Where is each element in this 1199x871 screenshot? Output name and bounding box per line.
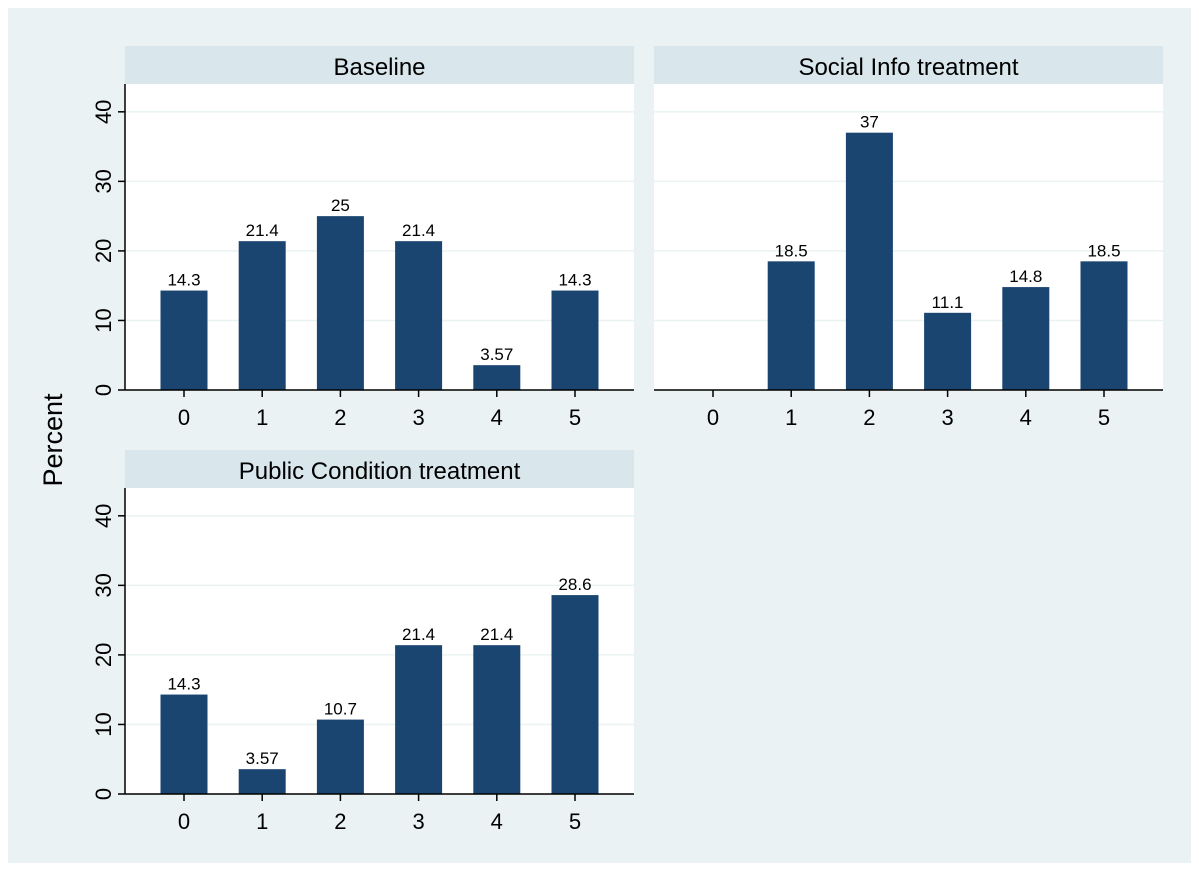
plot-area [125, 488, 634, 794]
x-tick-label: 3 [412, 809, 424, 834]
bar-1 [767, 261, 815, 390]
bar-1 [238, 769, 286, 794]
data-label: 18.5 [775, 241, 808, 260]
x-tick-label: 0 [178, 809, 190, 834]
x-tick-label: 5 [569, 809, 581, 834]
bar-5 [551, 290, 599, 390]
plot-area [654, 84, 1163, 390]
panel-title: Social Info treatment [798, 54, 1018, 81]
bar-2 [316, 216, 364, 390]
x-tick-label: 1 [256, 405, 268, 430]
data-label: 25 [331, 196, 350, 215]
x-tick-label: 3 [941, 405, 953, 430]
data-label: 21.4 [480, 625, 513, 644]
bar-4 [1002, 287, 1050, 390]
panel-2: Social Info treatment 18.5 37 11.1 14.8 18.5 0… [654, 46, 1163, 430]
panel-1: Baseline 14.3 21.4 25 21.4 3.57 14.3 0 1 2 3 4 5 0 10 2… [91, 46, 634, 430]
panel-header [654, 46, 1163, 84]
panel-3: Public Condition treatment14.33.5710.721… [91, 450, 634, 834]
data-label: 28.6 [558, 575, 591, 594]
bar-3 [395, 645, 443, 794]
data-label: 21.4 [402, 625, 435, 644]
y-tick-label: 0 [91, 384, 116, 396]
panel-header [125, 46, 634, 84]
bar-5 [551, 595, 599, 794]
y-tick-label: 10 [91, 712, 116, 736]
data-label: 21.4 [402, 221, 435, 240]
x-tick-label: 1 [256, 809, 268, 834]
x-tick-label: 0 [707, 405, 719, 430]
x-tick-label: 2 [334, 405, 346, 430]
bar-3 [924, 312, 972, 390]
bar-4 [473, 365, 521, 390]
plot-area [125, 84, 634, 390]
x-tick-label: 5 [1098, 405, 1110, 430]
data-label: 14.3 [558, 271, 591, 290]
x-tick-label: 0 [178, 405, 190, 430]
panel-title: Baseline [333, 54, 425, 81]
data-label: 3.57 [246, 749, 279, 768]
y-tick-label: 40 [91, 504, 116, 528]
y-tick-label: 30 [91, 169, 116, 193]
data-label: 21.4 [246, 221, 279, 240]
data-label: 3.57 [480, 345, 513, 364]
y-tick-label: 30 [91, 573, 116, 597]
data-label: 14.8 [1009, 267, 1042, 286]
panel-title: Public Condition treatment [239, 458, 521, 485]
data-label: 11.1 [932, 293, 964, 312]
x-tick-label: 2 [334, 809, 346, 834]
y-tick-label: 20 [91, 239, 116, 263]
x-tick-label: 3 [412, 405, 424, 430]
x-tick-label: 1 [785, 405, 797, 430]
bar-2 [316, 719, 364, 794]
data-label: 37 [860, 113, 879, 132]
y-tick-label: 20 [91, 643, 116, 667]
data-label: 14.3 [167, 675, 200, 694]
x-tick-label: 4 [491, 809, 503, 834]
bar-2 [845, 132, 893, 390]
x-tick-label: 4 [491, 405, 503, 430]
bar-3 [395, 241, 443, 390]
x-tick-label: 2 [863, 405, 875, 430]
bar-5 [1080, 261, 1128, 390]
bar-0 [160, 694, 208, 794]
y-tick-label: 10 [91, 308, 116, 332]
bar-1 [238, 241, 286, 390]
data-label: 14.3 [167, 271, 200, 290]
panel-header [125, 450, 634, 488]
y-axis-label: Percent [38, 393, 68, 487]
bar-0 [160, 290, 208, 390]
x-tick-label: 4 [1020, 405, 1032, 430]
data-label: 10.7 [324, 700, 357, 719]
data-label: 18.5 [1087, 241, 1120, 260]
x-tick-label: 5 [569, 405, 581, 430]
bar-4 [473, 645, 521, 794]
y-tick-label: 0 [91, 788, 116, 800]
y-tick-label: 40 [91, 100, 116, 124]
